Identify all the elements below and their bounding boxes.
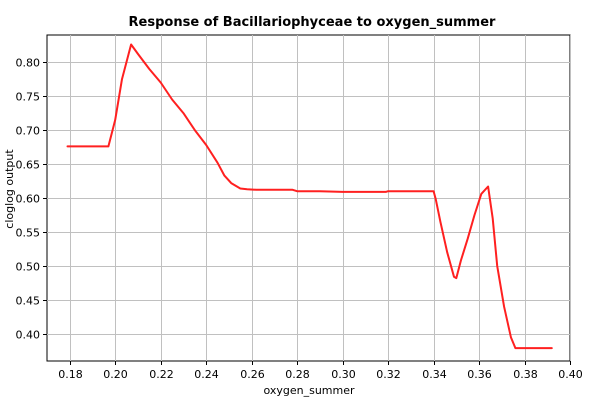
x-tick-label: 0.32 — [376, 368, 401, 381]
x-tick-label: 0.26 — [240, 368, 265, 381]
x-tick-label: 0.28 — [285, 368, 310, 381]
chart-title: Response of Bacillariophyceae to oxygen_… — [129, 15, 496, 30]
x-tick-label: 0.18 — [58, 368, 83, 381]
y-axis-label: cloglog output — [3, 149, 16, 229]
y-tick-label: 0.80 — [16, 57, 41, 70]
y-tick-label: 0.65 — [16, 159, 41, 172]
series-layer — [66, 43, 553, 350]
y-tick-label: 0.45 — [16, 295, 41, 308]
x-tick-label: 0.22 — [149, 368, 174, 381]
y-gridlines — [47, 62, 570, 335]
x-tick-label: 0.38 — [513, 368, 538, 381]
x-tick-label: 0.20 — [103, 368, 128, 381]
x-tick-label: 0.34 — [422, 368, 447, 381]
x-tick-label: 0.30 — [331, 368, 356, 381]
y-tick-label: 0.50 — [16, 261, 41, 274]
y-tick-label: 0.55 — [16, 227, 41, 240]
x-axis-ticks: 0.18 0.20 0.22 0.24 0.26 0.28 0.30 0.32 0.34 0.36… — [58, 361, 583, 381]
x-tick-label: 0.36 — [467, 368, 492, 381]
series-line — [66, 43, 553, 350]
y-axis-ticks: 0.40 0.45 0.50 0.55 0.60 0.65 0.70 0.75 0.80 — [16, 57, 47, 342]
y-tick-label: 0.40 — [16, 329, 41, 342]
y-tick-label: 0.70 — [16, 125, 41, 138]
x-tick-label: 0.40 — [558, 368, 583, 381]
x-axis-label: oxygen_summer — [263, 384, 355, 397]
y-tick-label: 0.75 — [16, 91, 41, 104]
x-tick-label: 0.24 — [194, 368, 219, 381]
y-tick-label: 0.60 — [16, 193, 41, 206]
